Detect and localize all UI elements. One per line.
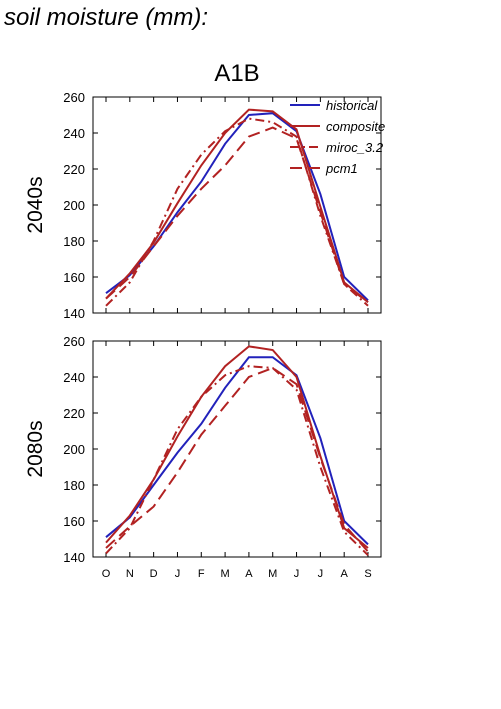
x-tick-label: N xyxy=(126,568,134,580)
y-tick-label: 160 xyxy=(63,514,85,529)
chart-panel-2040s: 140 160 180 200 220 240 260 2040s xyxy=(24,90,382,321)
row-label: 2080s xyxy=(24,420,47,477)
row-label: 2040s xyxy=(24,176,47,233)
series-line-composite xyxy=(105,108,369,303)
x-tick-label: O xyxy=(102,568,111,580)
y-tick-label: 220 xyxy=(63,406,85,421)
series-line-composite xyxy=(105,345,369,549)
figure-title: soil moisture (mm): xyxy=(4,4,209,31)
x-tick-label: A xyxy=(245,568,253,580)
x-tick-label: D xyxy=(150,568,158,580)
y-tick-label: 180 xyxy=(63,234,85,249)
chart-legend: historical composite miroc_3.2 pcm1 xyxy=(290,98,385,176)
y-tick-label: 140 xyxy=(63,550,85,565)
y-tick-label: 180 xyxy=(63,478,85,493)
series-line-pcm1 xyxy=(105,126,369,303)
x-tick-label: J xyxy=(175,568,181,580)
x-tick-label: M xyxy=(268,568,277,580)
y-tick-label: 260 xyxy=(63,334,85,349)
x-tick-label: F xyxy=(198,568,205,580)
y-tick-label: 260 xyxy=(63,90,85,105)
series-line-historical xyxy=(105,356,369,546)
y-tick-label: 220 xyxy=(63,162,85,177)
x-tick-label: J xyxy=(318,568,324,580)
y-tick-label: 240 xyxy=(63,370,85,385)
y-tick-label: 240 xyxy=(63,126,85,141)
x-tick-label: M xyxy=(221,568,230,580)
legend-label: pcm1 xyxy=(325,161,358,176)
x-tick-label: A xyxy=(341,568,349,580)
y-tick-label: 160 xyxy=(63,270,85,285)
y-tick-label: 200 xyxy=(63,442,85,457)
legend-label: composite xyxy=(326,119,385,134)
x-tick-label: J xyxy=(294,568,300,580)
series-line-pcm1 xyxy=(105,366,369,553)
y-tick-label: 200 xyxy=(63,198,85,213)
y-tick-label: 140 xyxy=(63,306,85,321)
column-title: A1B xyxy=(214,60,259,87)
series-line-miroc-3-2 xyxy=(105,365,369,556)
x-tick-label: S xyxy=(364,568,371,580)
chart-panel-2080s: 140 160 180 200 220 240 260 O N D J F M A M J J A S 2080s xyxy=(24,334,382,580)
legend-label: historical xyxy=(326,98,378,113)
legend-label: miroc_3.2 xyxy=(326,140,384,155)
